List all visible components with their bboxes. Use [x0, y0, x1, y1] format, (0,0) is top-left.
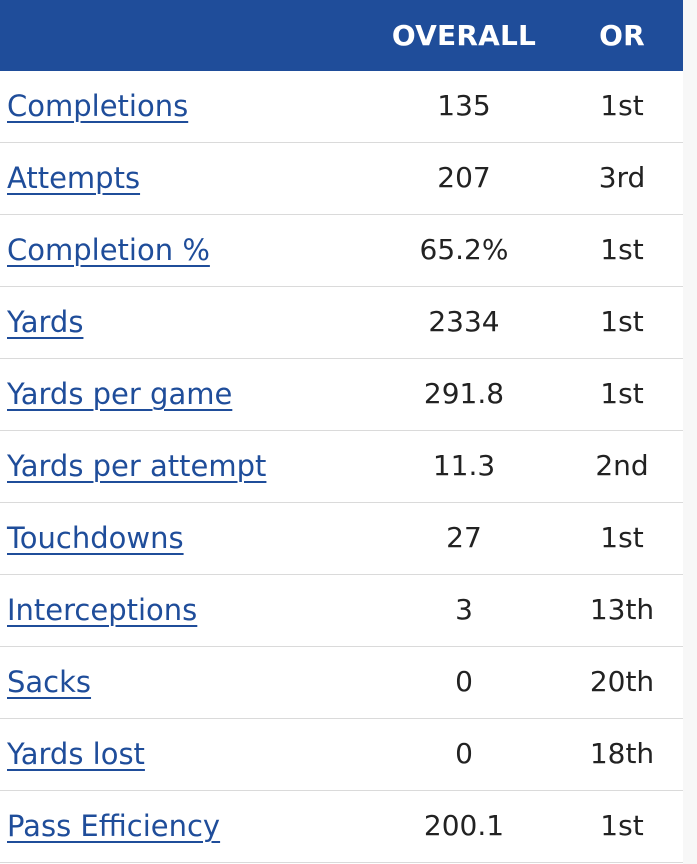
- or-rank: 1st: [600, 809, 644, 842]
- or-column-header: OR: [599, 19, 645, 52]
- stat-link-attempts[interactable]: Attempts: [7, 161, 141, 195]
- table-body: Completions 135 1st Attempts 207 3rd Com…: [0, 71, 683, 863]
- table-row: Yards per game 291.8 1st: [0, 359, 683, 431]
- or-rank: 2nd: [595, 449, 649, 482]
- or-rank: 1st: [600, 233, 644, 266]
- overall-value: 2334: [428, 305, 500, 338]
- page-edge: [683, 0, 697, 864]
- overall-value: 0: [455, 665, 473, 698]
- stat-link-yards-per-attempt[interactable]: Yards per attempt: [7, 449, 267, 483]
- or-rank: 3rd: [598, 161, 646, 194]
- overall-column-header: OVERALL: [391, 19, 537, 52]
- or-rank: 20th: [589, 665, 655, 698]
- table-row: Completions 135 1st: [0, 71, 683, 143]
- stat-link-completion-percent[interactable]: Completion %: [7, 233, 210, 267]
- table-row: Pass Efficiency 200.1 1st: [0, 791, 683, 863]
- table-row: Sacks 0 20th: [0, 647, 683, 719]
- table-row: Touchdowns 27 1st: [0, 503, 683, 575]
- stat-link-completions[interactable]: Completions: [7, 89, 189, 123]
- table-row: Yards lost 0 18th: [0, 719, 683, 791]
- overall-value: 135: [437, 89, 491, 122]
- table-row: Yards 2334 1st: [0, 287, 683, 359]
- overall-value: 3: [455, 593, 473, 626]
- overall-value: 11.3: [432, 449, 496, 482]
- or-rank: 1st: [600, 521, 644, 554]
- overall-value: 65.2%: [419, 233, 509, 266]
- table-header: OVERALL OR: [0, 0, 683, 71]
- or-rank: 1st: [600, 89, 644, 122]
- or-rank: 13th: [589, 593, 655, 626]
- stat-link-interceptions[interactable]: Interceptions: [7, 593, 198, 627]
- stat-link-touchdowns[interactable]: Touchdowns: [7, 521, 184, 555]
- table-row: Yards per attempt 11.3 2nd: [0, 431, 683, 503]
- stat-link-yards[interactable]: Yards: [7, 305, 84, 339]
- table-row: Completion % 65.2% 1st: [0, 215, 683, 287]
- overall-value: 200.1: [423, 809, 505, 842]
- or-rank: 1st: [600, 305, 644, 338]
- table-row: Interceptions 3 13th: [0, 575, 683, 647]
- or-rank: 18th: [589, 737, 655, 770]
- or-rank: 1st: [600, 377, 644, 410]
- overall-value: 27: [446, 521, 482, 554]
- overall-value: 207: [437, 161, 491, 194]
- stat-link-sacks[interactable]: Sacks: [7, 665, 92, 699]
- table-row: Attempts 207 3rd: [0, 143, 683, 215]
- stat-link-yards-per-game[interactable]: Yards per game: [7, 377, 233, 411]
- stat-link-yards-lost[interactable]: Yards lost: [7, 737, 145, 771]
- stat-link-pass-efficiency[interactable]: Pass Efficiency: [7, 809, 221, 843]
- overall-value: 0: [455, 737, 473, 770]
- overall-value: 291.8: [423, 377, 505, 410]
